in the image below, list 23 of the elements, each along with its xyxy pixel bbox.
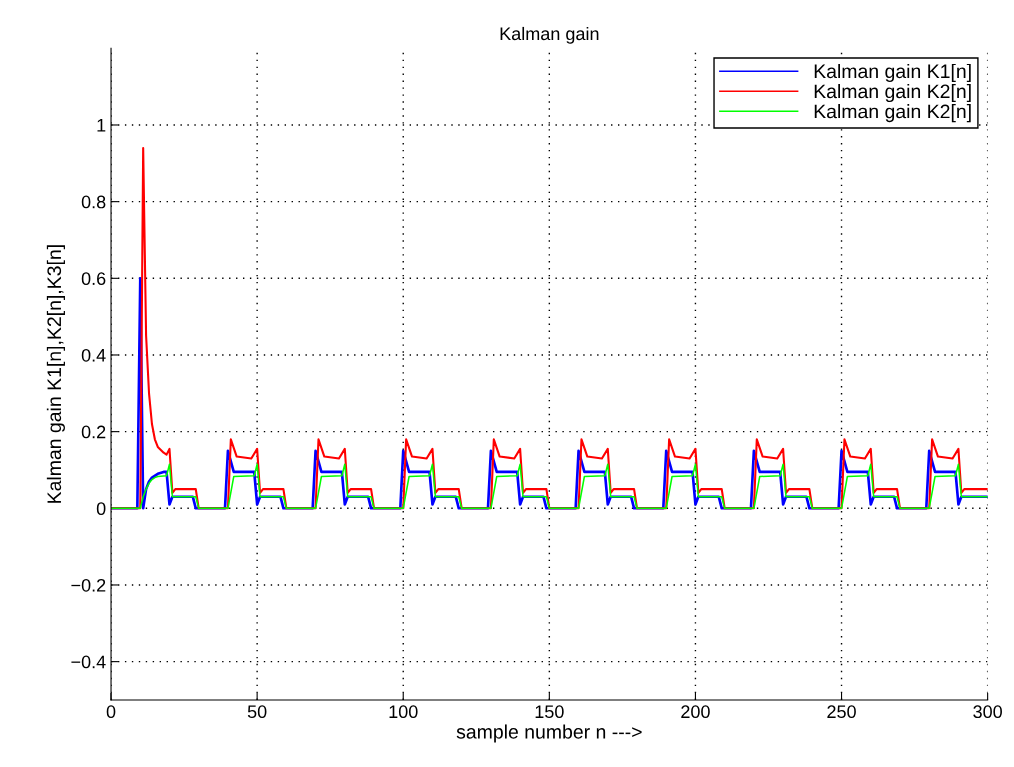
y-tick-label: −0.2 bbox=[71, 578, 106, 592]
x-tick-label: 300 bbox=[973, 705, 1002, 719]
x-axis-title: sample number n ---> bbox=[456, 724, 642, 743]
x-tick-label: 50 bbox=[247, 705, 267, 719]
legend-label: Kalman gain K1[n] bbox=[814, 63, 971, 82]
line-series bbox=[111, 463, 988, 510]
y-tick-label: 0.2 bbox=[81, 425, 106, 439]
legend-label: Kalman gain K2[n] bbox=[814, 83, 971, 103]
x-tick-label: 250 bbox=[827, 705, 856, 719]
x-tick-label: 200 bbox=[681, 705, 710, 719]
x-tick-label: 100 bbox=[389, 705, 418, 719]
y-axis-title: Kalman gain K1[n],K2[n],K3[n] bbox=[46, 245, 65, 503]
y-tick-label: 0.6 bbox=[81, 272, 106, 286]
x-tick-label: 150 bbox=[535, 705, 564, 719]
y-tick-label: 1 bbox=[97, 119, 106, 132]
chart-title: Kalman gain bbox=[500, 26, 599, 44]
y-tick-label: −0.4 bbox=[71, 655, 106, 669]
x-tick-label: 0 bbox=[106, 705, 116, 719]
line-series bbox=[111, 146, 988, 510]
y-tick-label: 0.8 bbox=[81, 195, 106, 209]
legend-label: Kalman gain K2[n] bbox=[814, 104, 971, 123]
y-tick-label: 0.4 bbox=[81, 348, 106, 362]
y-tick-label: 0 bbox=[96, 502, 106, 516]
